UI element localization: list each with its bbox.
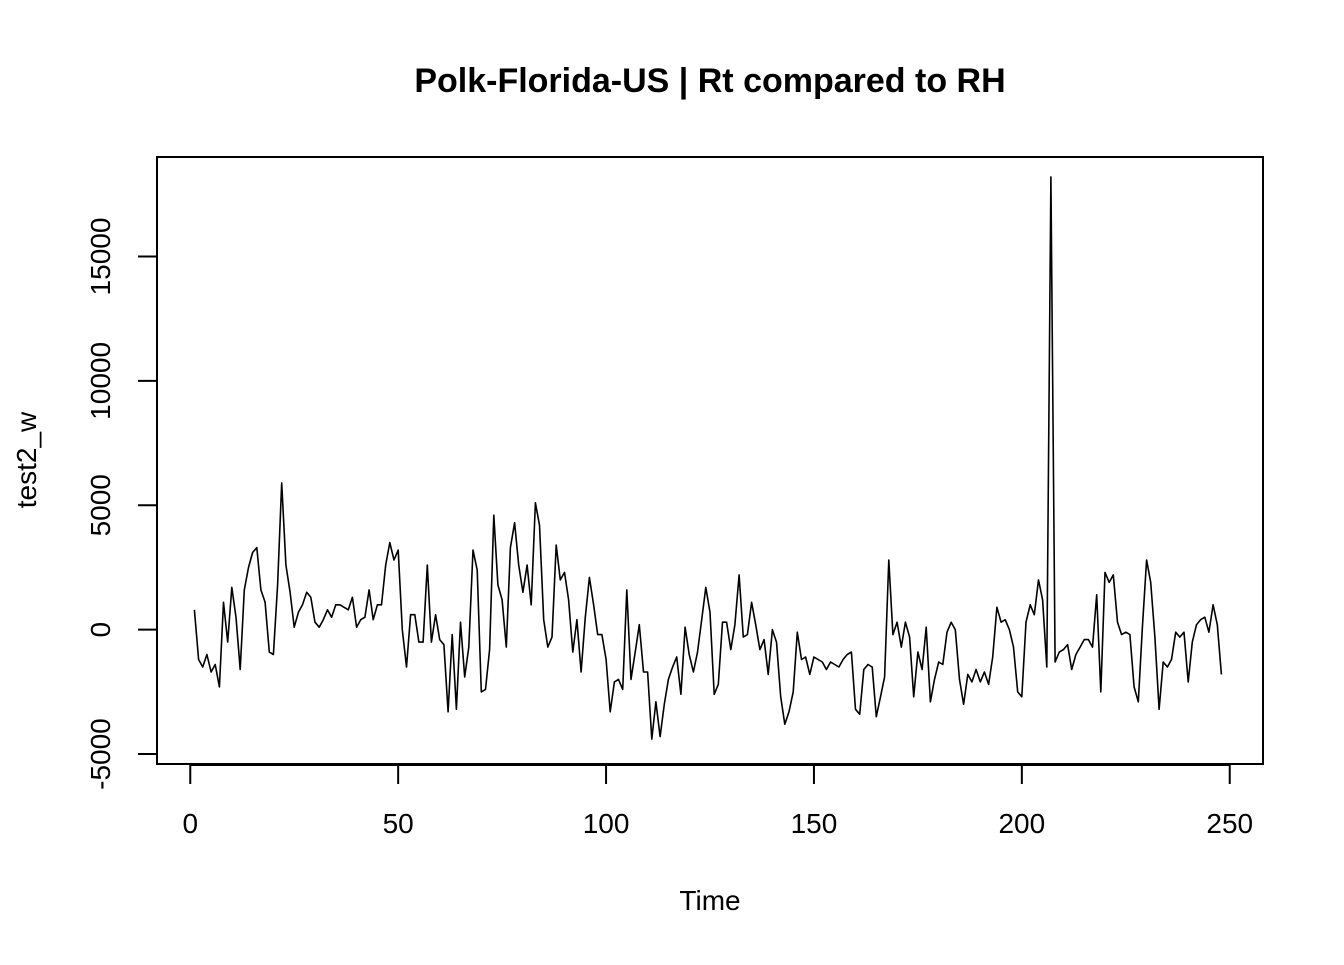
y-tick-label: -5000 [85, 718, 116, 790]
y-tick-label: 15000 [85, 218, 116, 296]
x-tick-label: 50 [383, 808, 414, 839]
x-axis-label: Time [679, 885, 740, 916]
y-axis: -5000 0 5000 10000 15000 [85, 218, 158, 790]
x-tick-label: 100 [583, 808, 630, 839]
x-tick-label: 150 [791, 808, 838, 839]
chart-title: Polk-Florida-US | Rt compared to RH [414, 62, 1005, 100]
series-line [193, 176, 1223, 740]
y-tick-label: 5000 [85, 474, 116, 536]
series-layer [193, 176, 1223, 740]
x-axis: 0 50 100 150 200 250 [182, 764, 1253, 839]
plot-frame [156, 156, 1264, 765]
y-tick-label: 0 [85, 622, 116, 638]
x-tick-label: 0 [182, 808, 198, 839]
y-axis-label: test2_w [11, 411, 42, 508]
x-tick-label: 250 [1206, 808, 1253, 839]
x-tick-label: 200 [998, 808, 1045, 839]
y-tick-label: 10000 [85, 342, 116, 420]
